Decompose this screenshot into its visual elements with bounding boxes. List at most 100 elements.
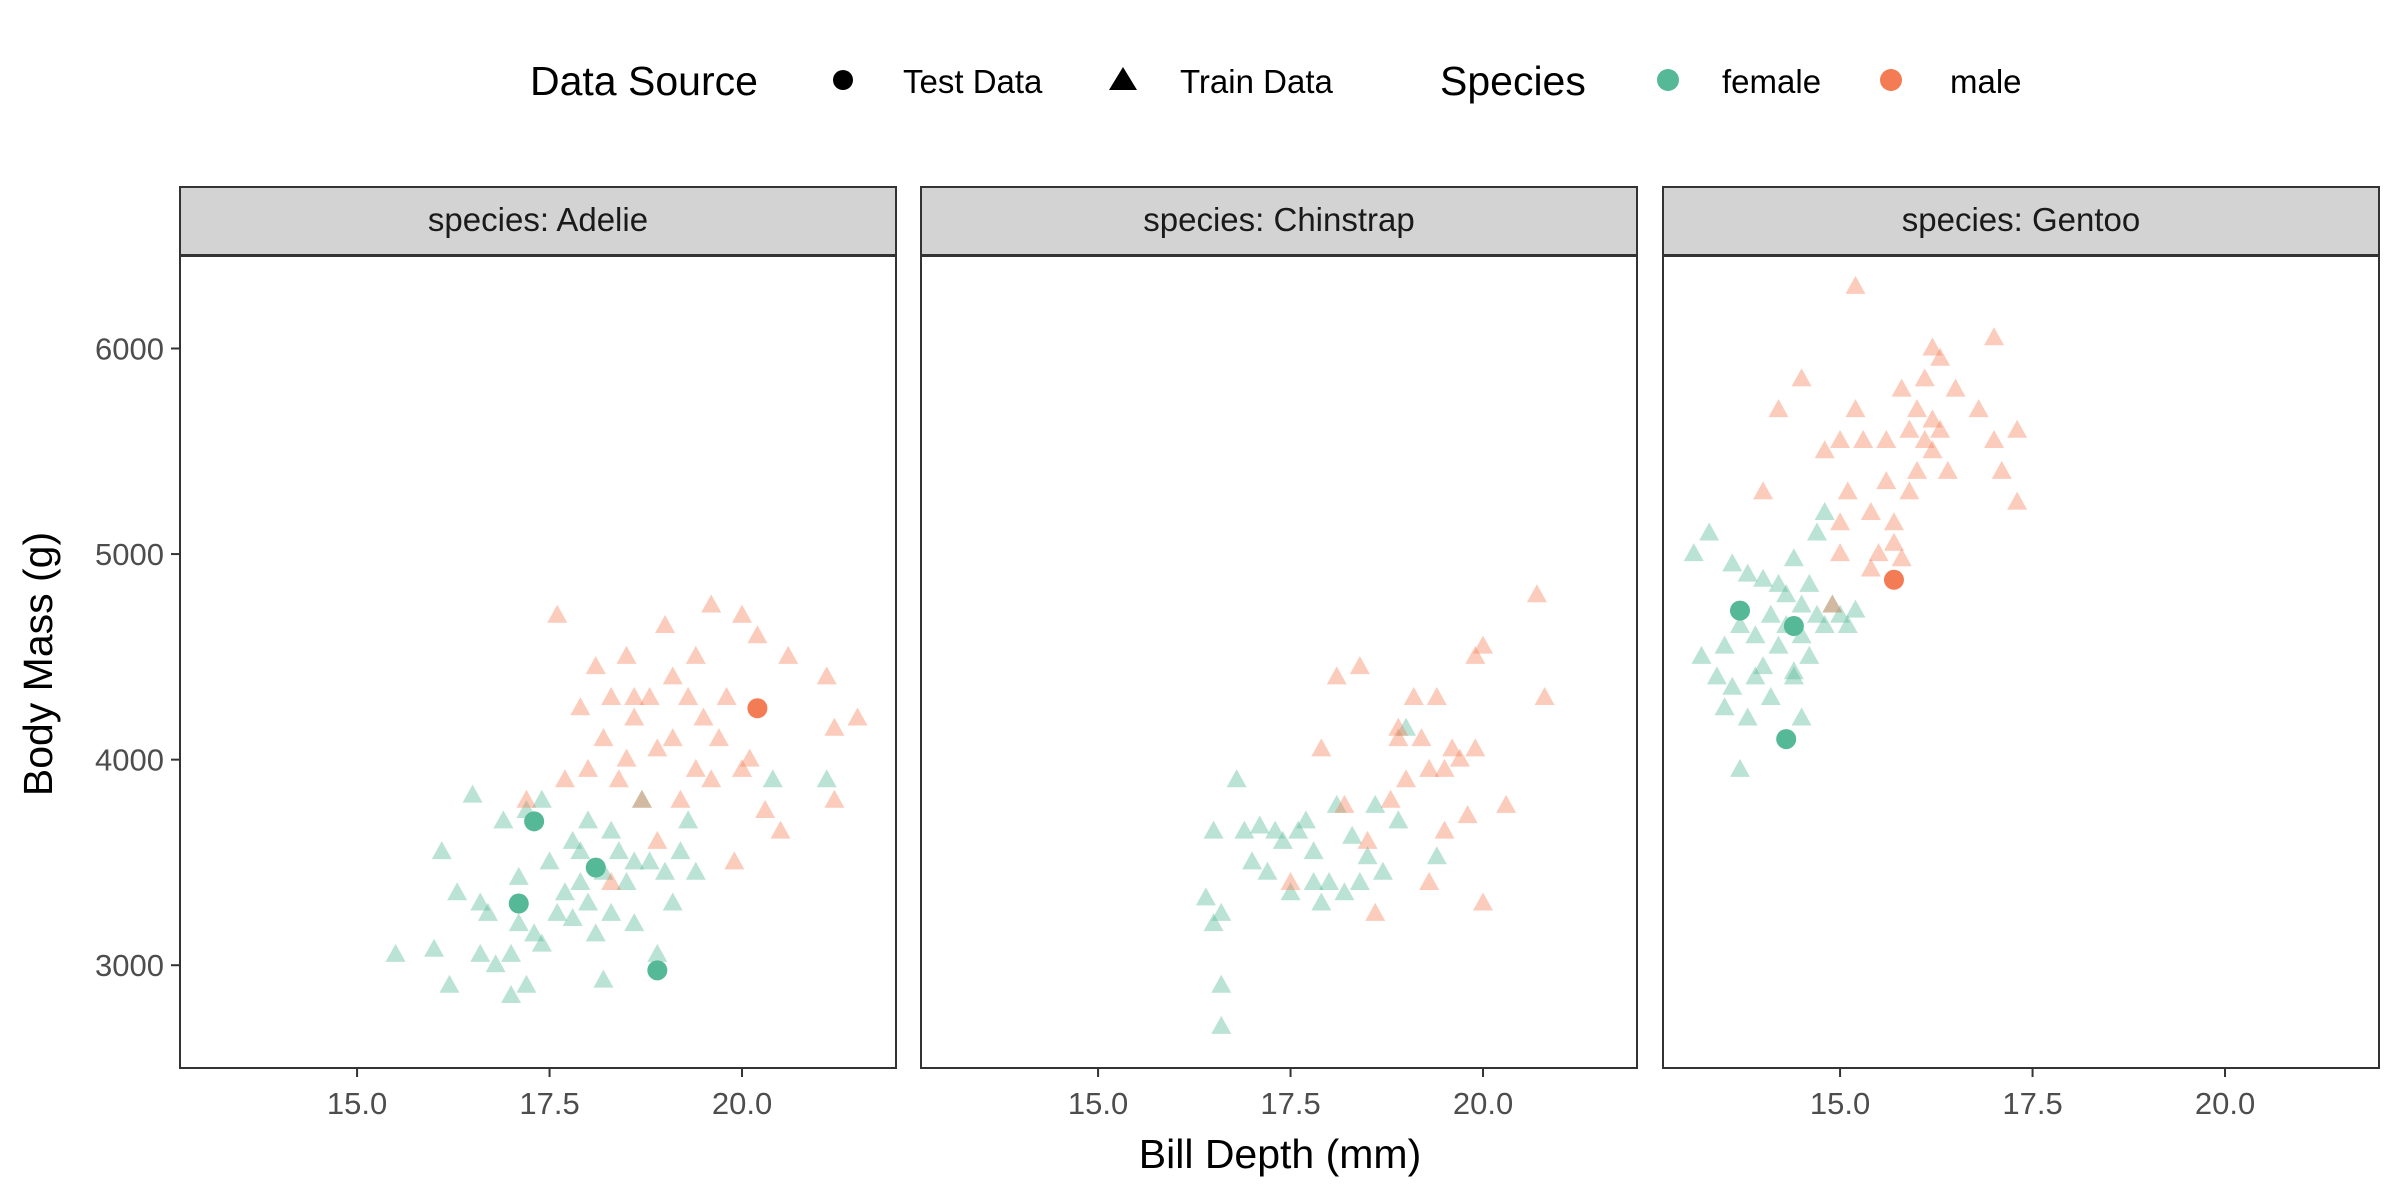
data-point-train-female (431, 841, 452, 860)
data-point-train-male (1449, 748, 1470, 767)
data-point-train-female (647, 943, 668, 962)
data-point-train-female (447, 882, 468, 901)
data-point-train-male (1891, 548, 1912, 567)
data-point-train-male (685, 645, 706, 664)
data-point-train-female (1783, 548, 1804, 567)
data-point-train-female (593, 969, 614, 988)
data-point-train-female (1722, 553, 1743, 572)
data-point-train-male (1837, 481, 1858, 500)
x-tick-label: 15.0 (1068, 1086, 1128, 1121)
data-points-adelie (385, 594, 868, 1004)
data-point-train-male (1907, 460, 1928, 479)
data-point-train-female (485, 954, 506, 973)
data-point-train-male (1753, 481, 1774, 500)
data-point-train-male (1845, 275, 1866, 294)
data-point-train-female (1837, 615, 1858, 634)
data-points-chinstrap (1195, 584, 1555, 1034)
data-point-train-female (585, 923, 606, 942)
data-point-train-female (424, 938, 445, 957)
data-point-train-female (1783, 661, 1804, 680)
x-axis-title: Bill Depth (mm) (1139, 1131, 1421, 1177)
data-point-train-female (570, 841, 591, 860)
facet-strip-adelie (179, 186, 897, 256)
data-point-train-female (562, 907, 583, 926)
data-point-train-male (1876, 471, 1897, 490)
data-point-test-male (747, 698, 768, 719)
data-point-train-male (1457, 805, 1478, 824)
data-point-train-male (554, 769, 575, 788)
data-point-train-female (1791, 594, 1812, 613)
data-point-train-male (716, 686, 737, 705)
data-point-train-female (1722, 676, 1743, 695)
data-point-train-male (847, 707, 868, 726)
data-point-test-female (1783, 616, 1804, 637)
data-point-train-female (1272, 830, 1293, 849)
data-point-train-female (385, 943, 406, 962)
data-point-train-female (670, 841, 691, 860)
data-point-train-male (1434, 820, 1455, 839)
data-point-train-male (1899, 481, 1920, 500)
data-point-train-male (585, 656, 606, 675)
data-point-train-male (1922, 337, 1943, 356)
data-point-train-male (1899, 419, 1920, 438)
data-point-train-female (1768, 573, 1789, 592)
data-point-train-female (1729, 615, 1750, 634)
data-point-train-male (1434, 758, 1455, 777)
y-axis-title: Body Mass (g) (15, 532, 61, 796)
data-point-train-female (1326, 794, 1347, 813)
data-point-train-female (1426, 846, 1447, 865)
data-point-train-male (1883, 512, 1904, 531)
data-point-train-female (685, 861, 706, 880)
data-point-train-female (1799, 645, 1820, 664)
data-point-train-female (1203, 820, 1224, 839)
data-point-train-male (1914, 368, 1935, 387)
data-point-train-male (685, 758, 706, 777)
data-point-train-female (1349, 871, 1370, 890)
data-point-train-female (539, 851, 560, 870)
data-point-train-male (678, 686, 699, 705)
data-point-train-male (1388, 728, 1409, 747)
data-point-train-male (732, 604, 753, 623)
data-point-train-female (1226, 769, 1247, 788)
data-point-train-female (1760, 686, 1781, 705)
data-point-train-male (739, 748, 760, 767)
data-point-train-female (1737, 707, 1758, 726)
x-tick-label: 17.5 (1260, 1086, 1320, 1121)
data-point-train-male (1830, 512, 1851, 531)
data-point-train-male (1349, 656, 1370, 675)
legend-key-male (1880, 69, 1902, 91)
data-point-train-female (531, 789, 552, 808)
data-point-train-male (770, 820, 791, 839)
data-point-train-female (1806, 522, 1827, 541)
data-point-train-female (501, 943, 522, 962)
data-point-train-female (1372, 861, 1393, 880)
data-point-train-female (631, 789, 652, 808)
data-point-train-male (1473, 635, 1494, 654)
data-point-train-male (624, 707, 645, 726)
data-point-train-male (655, 615, 676, 634)
data-point-train-male (1526, 584, 1547, 603)
data-point-train-male (608, 769, 629, 788)
y-tick-label: 6000 (95, 332, 164, 367)
data-point-train-female (508, 913, 529, 932)
facet-panel-gentoo: species: Gentoo 15.0 17.5 20.0 (1662, 186, 2380, 1121)
plot-area-gentoo (1662, 255, 2380, 1069)
data-point-train-male (701, 769, 722, 788)
data-point-train-male (1411, 728, 1432, 747)
data-point-train-male (1426, 686, 1447, 705)
legend-key-test-data (833, 70, 853, 90)
legend: Data Source Test Data Train Data Species… (530, 58, 2022, 104)
data-point-train-male (747, 625, 768, 644)
data-point-train-male (547, 604, 568, 623)
data-point-train-male (662, 666, 683, 685)
data-point-train-male (570, 697, 591, 716)
data-point-train-male (1403, 686, 1424, 705)
data-point-train-female (1714, 635, 1735, 654)
x-tick-label: 15.0 (1810, 1086, 1870, 1121)
data-point-train-female (1753, 656, 1774, 675)
data-point-train-male (1991, 460, 2012, 479)
data-point-train-male (1891, 378, 1912, 397)
data-point-train-male (601, 871, 622, 890)
data-point-train-male (1860, 501, 1881, 520)
